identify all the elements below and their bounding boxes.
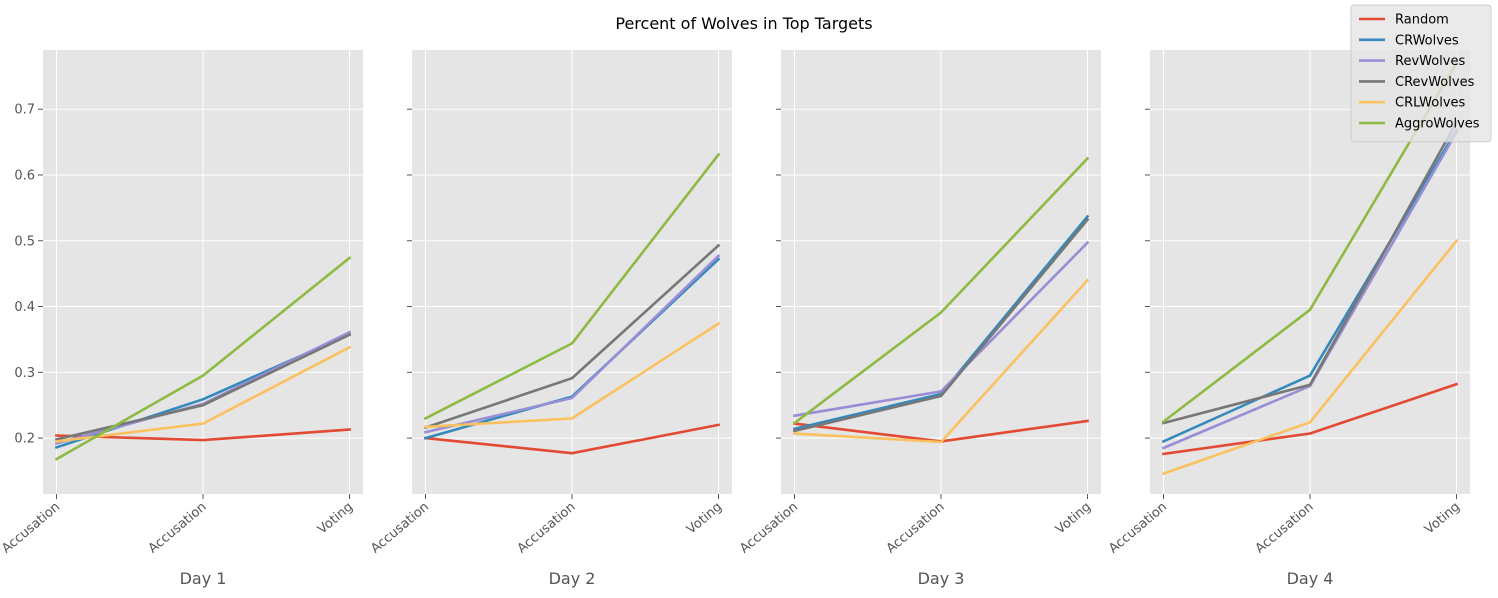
y-tick-label: 0.6 bbox=[14, 168, 35, 183]
x-tick-label: Voting bbox=[1422, 500, 1463, 538]
x-tick-label: Voting bbox=[1053, 500, 1094, 538]
y-tick-label: 0.2 bbox=[14, 432, 35, 447]
x-tick-label: Accusation bbox=[368, 500, 432, 557]
x-tick-label: Accusation bbox=[515, 500, 579, 557]
series-line-crevwolves-day-3 bbox=[792, 217, 1090, 433]
series-line-crevwolves-day-4 bbox=[1161, 120, 1459, 425]
series-line-random-day-4 bbox=[1162, 382, 1459, 456]
series-line-random-day-1 bbox=[55, 428, 351, 442]
legend-entry-crwolves: CRWolves bbox=[1395, 33, 1459, 48]
y-tick-label: 0.3 bbox=[14, 366, 35, 381]
series-line-aggrowolves-day-2 bbox=[423, 152, 721, 421]
y-tick-label: 0.7 bbox=[14, 103, 35, 118]
series-line-aggrowolves-day-3 bbox=[792, 156, 1090, 425]
legend-entry-aggrowolves: AggroWolves bbox=[1395, 117, 1480, 132]
y-tick-label: 0.4 bbox=[14, 300, 35, 315]
legend-box bbox=[1350, 4, 1492, 143]
x-axis-label: Day 3 bbox=[918, 569, 965, 588]
x-axis-label: Day 2 bbox=[549, 569, 596, 588]
legend: Random CRWolves RevWolves CRevWolves CRLWolv… bbox=[1350, 4, 1492, 143]
x-tick-label: Voting bbox=[315, 500, 356, 538]
series-line-aggrowolves-day-4 bbox=[1161, 61, 1459, 424]
panels: 0.2 0.3 0.4 0.5 0.6 0.7 Accusation Accusation Vo… bbox=[0, 50, 1470, 588]
subplot-day-2: Accusation Accusation Voting Day 2 bbox=[368, 50, 732, 588]
series-line-random-day-2 bbox=[424, 423, 721, 455]
x-axis-label: Day 4 bbox=[1287, 569, 1334, 588]
series-line-crevwolves-day-1 bbox=[54, 333, 352, 441]
x-tick-label: Accusation bbox=[1106, 500, 1170, 557]
x-tick-label: Accusation bbox=[0, 500, 63, 557]
legend-entry-revwolves: RevWolves bbox=[1395, 54, 1465, 69]
legend-entry-random: Random bbox=[1395, 13, 1449, 28]
x-tick-label: Accusation bbox=[1253, 500, 1317, 557]
series-line-crevwolves-day-2 bbox=[423, 243, 721, 430]
x-tick-label: Accusation bbox=[146, 500, 210, 557]
chart-title: Percent of Wolves in Top Targets bbox=[615, 14, 872, 33]
x-tick-label: Voting bbox=[684, 500, 725, 538]
subplot-day-1: 0.2 0.3 0.4 0.5 0.6 0.7 Accusation Accusation Vo… bbox=[0, 50, 363, 588]
subplot-day-3: Accusation Accusation Voting Day 3 bbox=[737, 50, 1101, 588]
series-line-aggrowolves-day-1 bbox=[54, 256, 352, 461]
series-line-crlwolves-day-4 bbox=[1161, 238, 1459, 476]
series-line-revwolves-day-2 bbox=[423, 254, 721, 434]
series-line-revwolves-day-3 bbox=[793, 240, 1090, 418]
x-tick-label: Accusation bbox=[884, 500, 948, 557]
x-axis-label: Day 1 bbox=[180, 569, 227, 588]
series-line-crlwolves-day-1 bbox=[55, 345, 352, 443]
x-tick-label: Accusation bbox=[737, 500, 801, 557]
y-tick-label: 0.5 bbox=[14, 234, 35, 249]
series-line-crlwolves-day-2 bbox=[424, 321, 721, 429]
legend-entry-crlwolves: CRLWolves bbox=[1395, 96, 1466, 111]
legend-entry-crevwolves: CRevWolves bbox=[1395, 75, 1475, 90]
series-line-crlwolves-day-3 bbox=[793, 278, 1090, 444]
